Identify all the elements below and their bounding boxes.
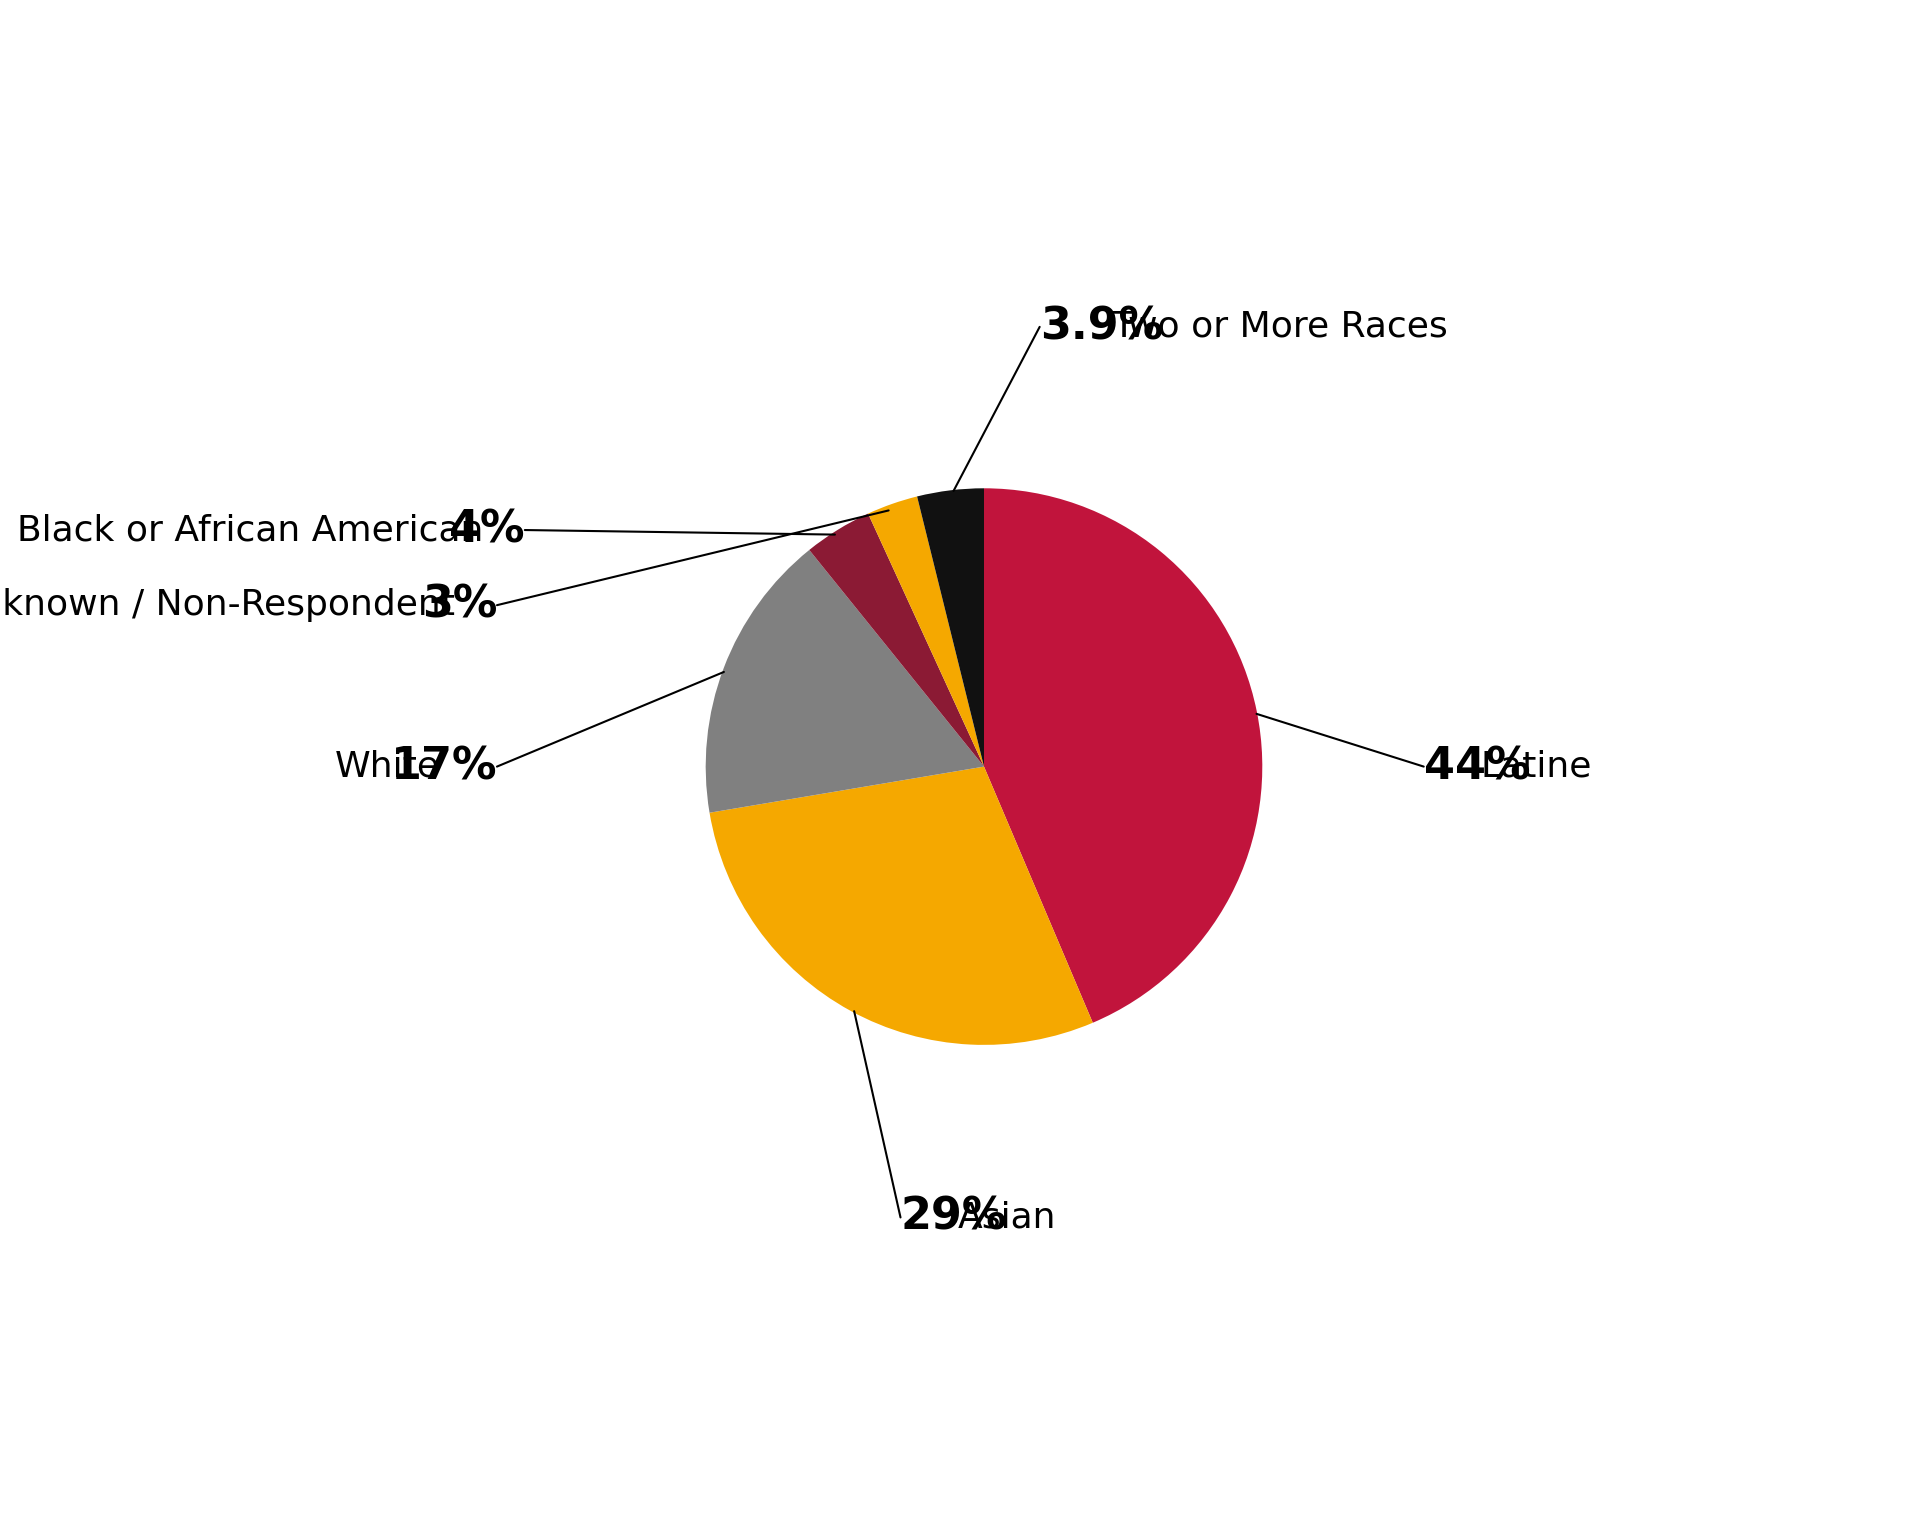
Text: Two or More Races: Two or More Races <box>1112 310 1448 345</box>
Text: 4%: 4% <box>449 509 524 551</box>
Text: 29%: 29% <box>900 1196 1006 1239</box>
Text: Asian: Asian <box>958 1201 1056 1234</box>
Wedge shape <box>918 489 985 767</box>
Wedge shape <box>707 550 983 812</box>
Text: 3.9%: 3.9% <box>1039 305 1164 348</box>
Text: Black or African American: Black or African American <box>17 513 484 546</box>
Text: Unknown / Non-Respondent: Unknown / Non-Respondent <box>0 587 455 622</box>
Wedge shape <box>983 489 1261 1023</box>
Text: Latine: Latine <box>1480 750 1592 783</box>
Text: White: White <box>334 750 440 783</box>
Text: 44%: 44% <box>1425 745 1530 788</box>
Wedge shape <box>808 513 983 767</box>
Wedge shape <box>868 496 983 767</box>
Text: 17%: 17% <box>390 745 497 788</box>
Wedge shape <box>710 767 1092 1044</box>
Text: 3%: 3% <box>422 584 497 627</box>
